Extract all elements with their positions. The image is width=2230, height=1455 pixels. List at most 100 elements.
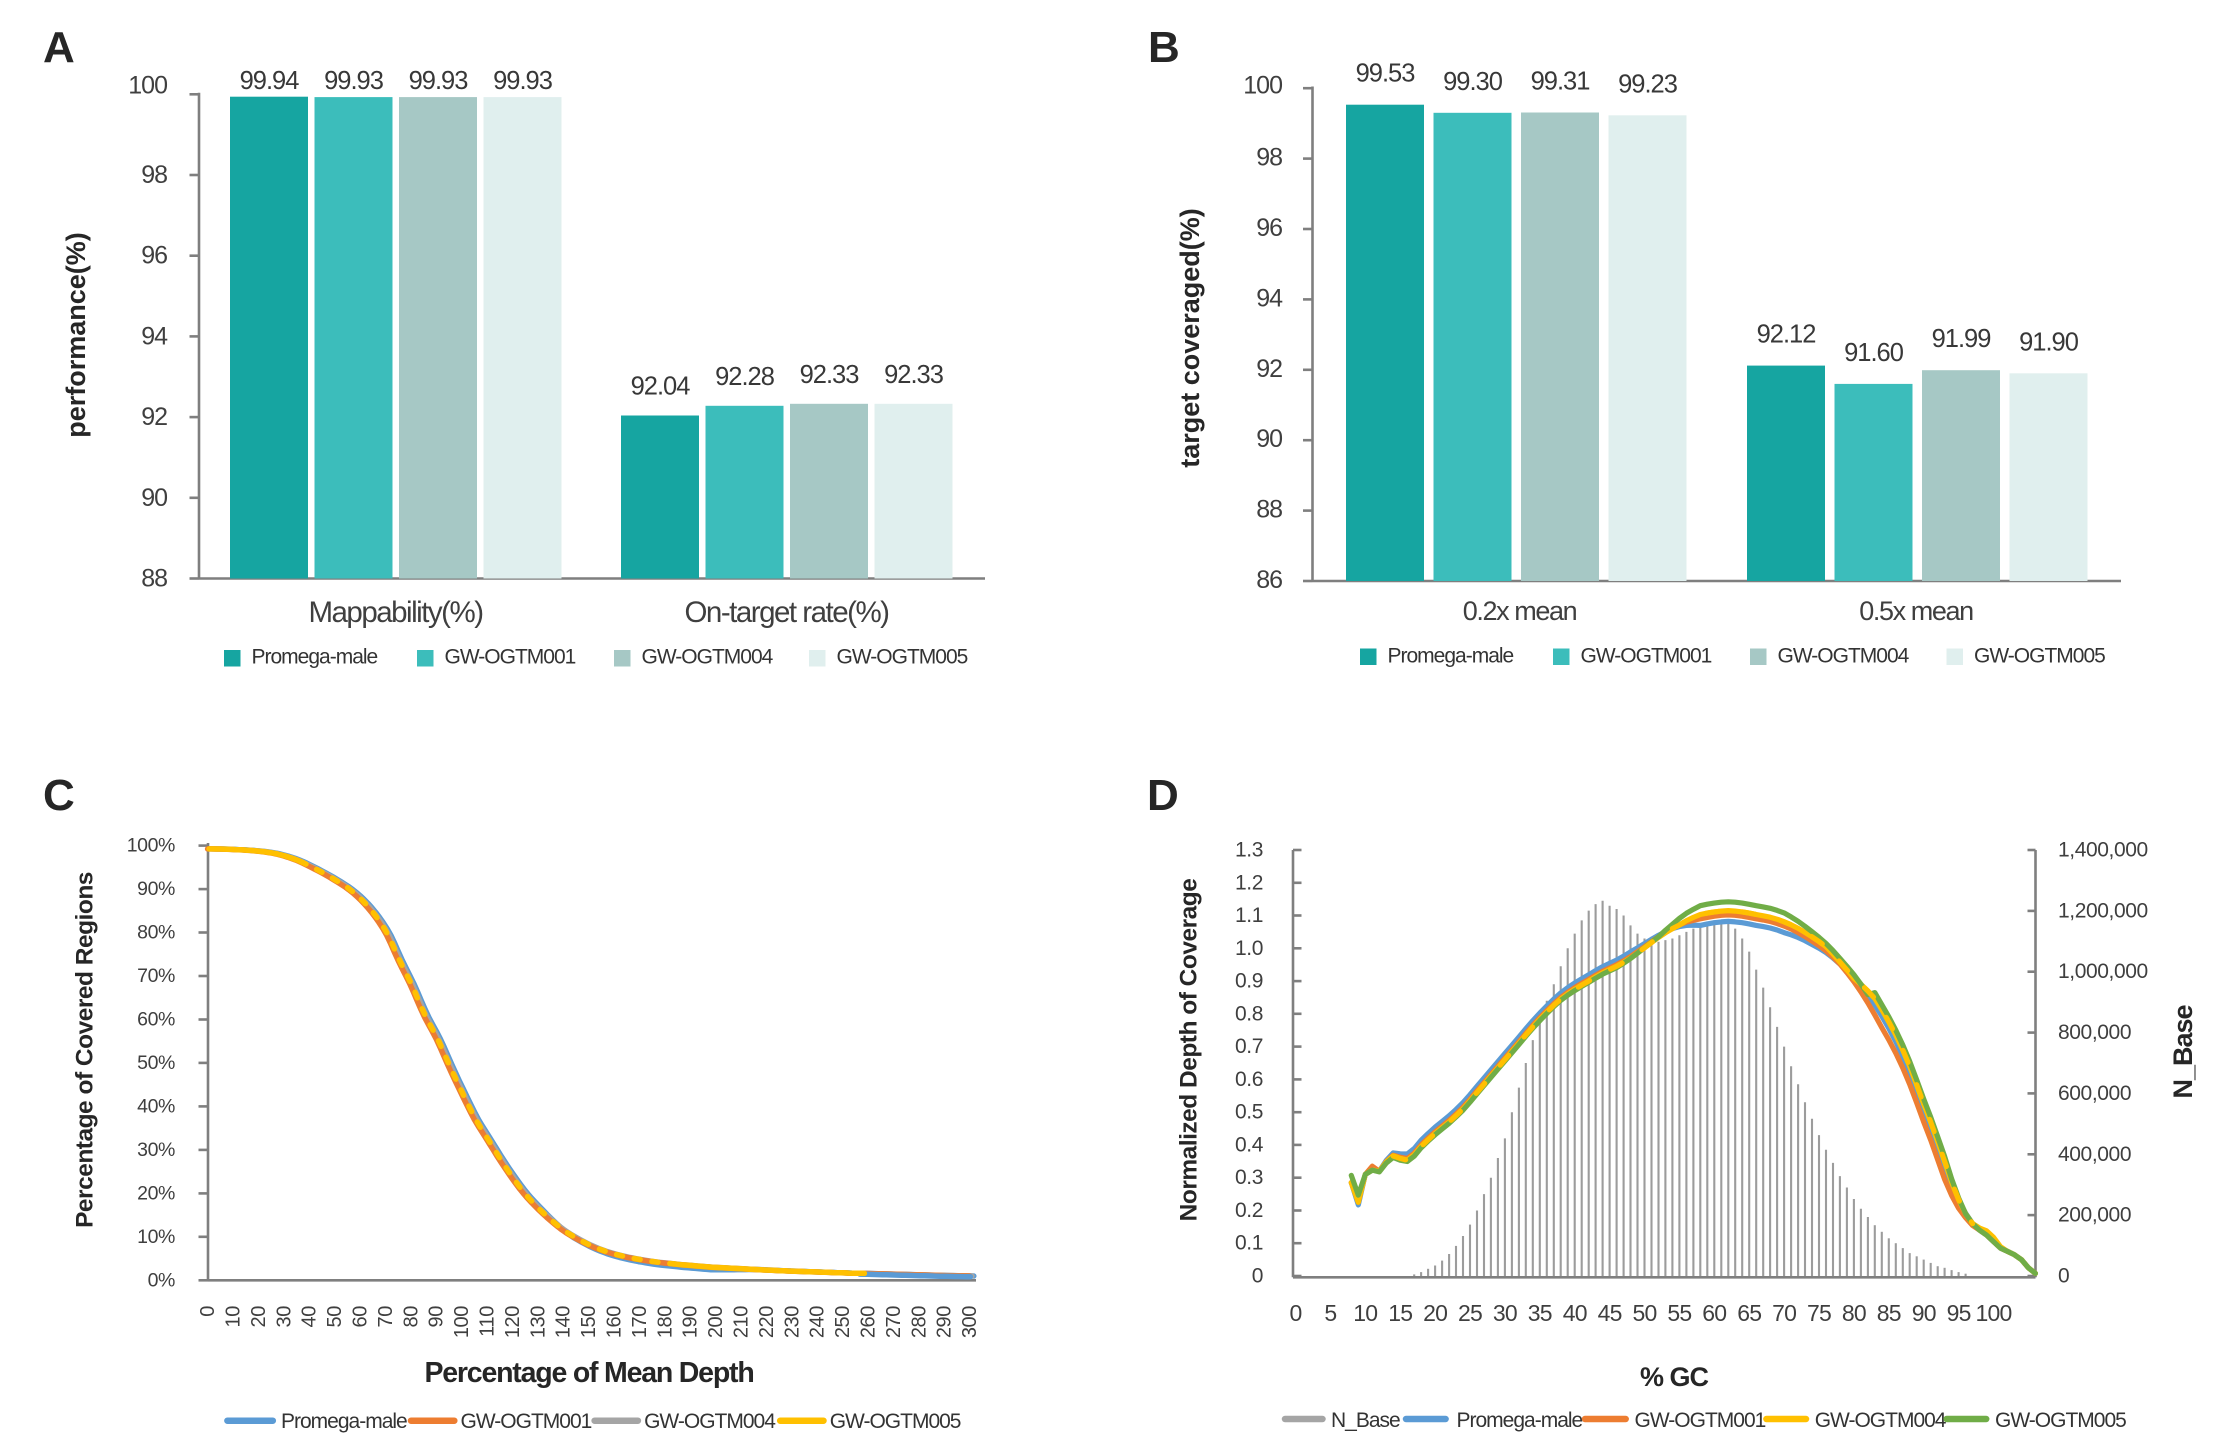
svg-text:C: C [43,771,75,820]
svg-text:600,000: 600,000 [2058,1082,2131,1105]
svg-text:1.3: 1.3 [1235,839,1263,862]
svg-text:GW-OGTM005: GW-OGTM005 [830,1410,961,1433]
svg-text:91.99: 91.99 [1932,325,1991,353]
svg-text:20%: 20% [137,1182,175,1204]
svg-text:92.12: 92.12 [1757,321,1816,349]
svg-text:65: 65 [1737,1300,1761,1326]
svg-text:0%: 0% [148,1269,175,1291]
svg-text:70: 70 [375,1306,397,1328]
svg-text:0.2x mean: 0.2x mean [1463,596,1577,626]
svg-text:N_Base: N_Base [2168,1004,2198,1098]
svg-text:92: 92 [1256,355,1282,383]
svg-text:5: 5 [1324,1300,1336,1326]
svg-text:100: 100 [128,72,167,100]
svg-text:130: 130 [527,1306,549,1338]
svg-text:GW-OGTM004: GW-OGTM004 [642,646,774,669]
svg-text:99.53: 99.53 [1356,60,1416,88]
svg-text:99.23: 99.23 [1618,70,1678,98]
svg-text:GW-OGTM001: GW-OGTM001 [1581,645,1712,668]
svg-text:Promega-male: Promega-male [252,646,378,669]
svg-text:70: 70 [1772,1300,1796,1326]
svg-text:92.28: 92.28 [715,363,775,391]
svg-text:GW-OGTM005: GW-OGTM005 [1974,645,2105,668]
svg-text:99.93: 99.93 [409,67,469,95]
svg-text:160: 160 [604,1306,626,1338]
svg-text:86: 86 [1256,566,1282,594]
svg-text:98: 98 [1256,144,1282,172]
svg-text:90: 90 [1256,425,1282,453]
svg-text:D: D [1147,771,1179,820]
svg-text:GW-OGTM001: GW-OGTM001 [445,646,576,669]
svg-text:290: 290 [934,1306,956,1338]
svg-text:A: A [43,23,75,72]
svg-text:180: 180 [654,1306,676,1338]
svg-text:1,000,000: 1,000,000 [2058,960,2148,983]
svg-text:280: 280 [908,1306,930,1338]
svg-text:25: 25 [1458,1300,1482,1326]
svg-text:90: 90 [426,1306,448,1328]
svg-text:150: 150 [578,1306,600,1338]
svg-text:92.04: 92.04 [631,373,691,401]
svg-text:99.93: 99.93 [324,67,384,95]
svg-text:0: 0 [1252,1265,1263,1288]
svg-text:92.33: 92.33 [800,361,860,389]
svg-text:100: 100 [1976,1300,2012,1326]
svg-text:92.33: 92.33 [884,361,944,389]
svg-text:GW-OGTM004: GW-OGTM004 [1815,1409,1947,1432]
svg-text:40%: 40% [137,1095,175,1117]
svg-text:100%: 100% [127,835,175,857]
svg-text:210: 210 [731,1306,753,1338]
svg-text:260: 260 [858,1306,880,1338]
svg-text:99.93: 99.93 [493,67,553,95]
svg-text:140: 140 [553,1306,575,1338]
svg-text:50: 50 [1633,1300,1657,1326]
svg-text:Promega-male: Promega-male [1388,645,1514,668]
svg-text:10: 10 [223,1306,245,1328]
svg-text:GW-OGTM004: GW-OGTM004 [1778,645,1910,668]
svg-text:300: 300 [959,1306,981,1338]
svg-text:0: 0 [197,1306,219,1317]
svg-text:50: 50 [324,1306,346,1328]
svg-text:190: 190 [680,1306,702,1338]
svg-text:270: 270 [883,1306,905,1338]
svg-text:40: 40 [1563,1300,1587,1326]
svg-text:Promega-male: Promega-male [1457,1409,1583,1432]
svg-text:0.6: 0.6 [1235,1068,1263,1091]
svg-text:200: 200 [705,1306,727,1338]
svg-text:220: 220 [756,1306,778,1338]
svg-text:90%: 90% [137,878,175,900]
svg-text:40: 40 [299,1306,321,1328]
svg-text:1,400,000: 1,400,000 [2058,839,2148,862]
svg-text:GW-OGTM005: GW-OGTM005 [837,646,968,669]
svg-text:60%: 60% [137,1009,175,1031]
svg-text:200,000: 200,000 [2058,1204,2131,1227]
svg-text:230: 230 [781,1306,803,1338]
svg-text:GW-OGTM001: GW-OGTM001 [1635,1409,1766,1432]
svg-text:0.8: 0.8 [1235,1002,1263,1025]
svg-text:94: 94 [141,322,168,350]
svg-text:performance(%): performance(%) [61,232,91,438]
svg-text:50%: 50% [137,1052,175,1074]
svg-text:400,000: 400,000 [2058,1143,2131,1166]
svg-text:20: 20 [248,1306,270,1328]
svg-text:On-target rate(%): On-target rate(%) [684,596,888,629]
svg-text:91.90: 91.90 [2019,328,2079,356]
svg-text:240: 240 [807,1306,829,1338]
svg-text:N_Base: N_Base [1331,1409,1400,1432]
svg-text:0.7: 0.7 [1235,1035,1263,1058]
svg-text:Percentage of Mean Depth: Percentage of Mean Depth [424,1357,753,1389]
svg-text:70%: 70% [137,965,175,987]
svg-text:0.5x mean: 0.5x mean [1859,596,1973,626]
svg-text:Mappability(%): Mappability(%) [308,596,482,629]
svg-text:99.94: 99.94 [240,67,300,95]
svg-text:0.4: 0.4 [1235,1133,1264,1156]
svg-text:60: 60 [350,1306,372,1328]
svg-text:0.9: 0.9 [1235,970,1263,993]
svg-text:0.5: 0.5 [1235,1101,1263,1124]
svg-text:GW-OGTM005: GW-OGTM005 [1995,1409,2126,1432]
svg-text:88: 88 [1256,496,1282,524]
svg-text:45: 45 [1598,1300,1622,1326]
svg-text:1,200,000: 1,200,000 [2058,899,2148,922]
svg-text:10%: 10% [137,1226,175,1248]
svg-text:55: 55 [1667,1300,1691,1326]
